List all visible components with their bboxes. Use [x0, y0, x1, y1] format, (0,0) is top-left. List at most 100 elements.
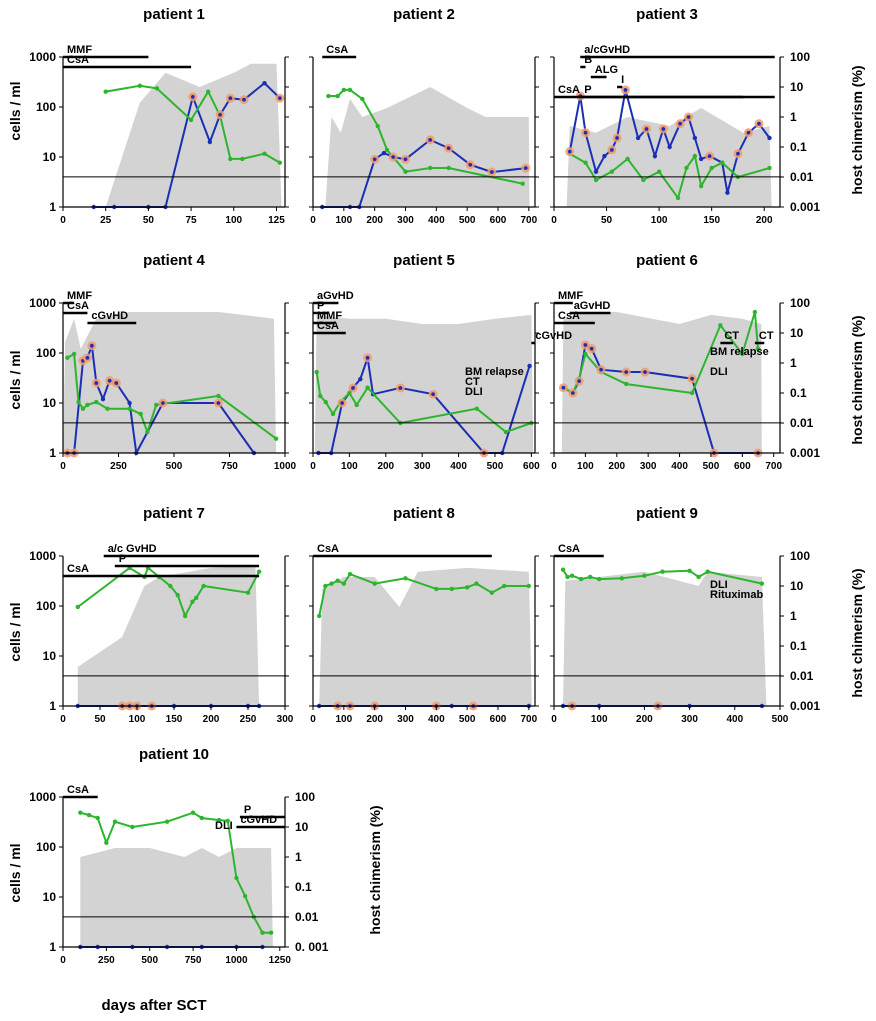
p6-xtick-label: 200: [608, 461, 625, 472]
p6-highlighted-point-center: [583, 343, 588, 347]
p6-highlighted-point-center: [589, 346, 594, 351]
p2-treatment-label: CsA: [326, 44, 348, 56]
p6-highlighted-point-center: [599, 367, 603, 372]
p3-treatment-label: CsA: [558, 84, 580, 96]
p8-xtick-label: 300: [397, 714, 414, 725]
p1-xtick-label: 25: [100, 215, 112, 226]
p6-highlighted-point-center: [571, 391, 575, 395]
p5-point-green: [503, 429, 509, 435]
p10-point-green: [78, 810, 83, 815]
p10-ytick-label-left: 100: [36, 840, 56, 854]
p6-xtick-label: 400: [671, 461, 688, 472]
p6-point-green: [740, 351, 745, 357]
p3-highlighted-point-center: [610, 148, 614, 152]
p6-point-green: [752, 309, 758, 315]
p3-xtick-label: 50: [601, 215, 613, 226]
p6-highlighted-point-center: [577, 379, 581, 383]
p1-xtick-label: 0: [60, 215, 66, 226]
p2-highlighted-point-center: [428, 138, 432, 142]
p3-point-blue: [692, 135, 698, 141]
p3-point-blue: [602, 153, 607, 159]
p4-point-green: [65, 355, 70, 360]
p3-highlighted-point-center: [567, 149, 572, 154]
p10-point-green: [86, 812, 92, 818]
p4-xtick-label: 0: [60, 461, 66, 472]
p9-point-green: [565, 574, 570, 580]
p6-point-green: [689, 390, 695, 396]
p6-treatment-label: MMF: [558, 290, 583, 302]
p6-point-green: [755, 346, 761, 351]
p7-point-green: [182, 613, 188, 619]
p3-ytick-label-right: 0.001: [790, 200, 820, 214]
p4-point-green: [216, 393, 221, 399]
p1-xtick-label: 125: [268, 215, 285, 226]
p4-point-green: [154, 402, 159, 408]
p2-highlighted-point-center: [403, 157, 408, 162]
p5-xtick-label: 100: [341, 461, 358, 472]
p5-xtick-label: 300: [414, 461, 431, 472]
p6-ytick-label-right: 100: [790, 296, 810, 310]
p3-highlighted-point-center: [583, 130, 588, 135]
p3-ytick-label-right: 100: [790, 50, 810, 64]
p3-point-blue: [725, 190, 730, 195]
p10-xtick-label: 750: [185, 955, 202, 966]
p8-point-green: [501, 583, 507, 589]
p1-chimerism-area: [105, 63, 282, 208]
p10-ytick-label-right: 0.1: [295, 880, 312, 894]
p10-event-label: DLI: [215, 820, 233, 832]
p2-point-green: [341, 87, 347, 93]
p3-highlighted-point-center: [707, 154, 712, 158]
p5-xtick-label: 400: [450, 461, 467, 472]
p3-point-green: [675, 195, 681, 201]
p6-xtick-label: 100: [577, 461, 594, 472]
p8-xtick-label: 400: [428, 714, 445, 725]
p5-treatment-label: P: [317, 300, 324, 312]
p2-point-green: [403, 169, 408, 174]
p6-highlighted-point-center: [624, 370, 628, 374]
p3-treatment-label: a/cGvHD: [584, 44, 630, 56]
p9-ytick-label-right: 100: [790, 549, 810, 563]
p3-point-green: [684, 165, 689, 171]
p5-point-green: [330, 411, 336, 417]
p6-xtick-label: 700: [765, 461, 782, 472]
p1-point-green: [137, 83, 143, 88]
p9-point-green: [560, 567, 566, 572]
p6-xtick-label: 300: [640, 461, 657, 472]
p10-ytick-label-left: 1000: [29, 790, 56, 804]
p2-point-green: [335, 93, 340, 99]
p10-point-green: [199, 815, 204, 821]
p6-highlighted-point-center: [690, 376, 694, 381]
p5-highlighted-point-center: [340, 401, 344, 405]
p5-event-label: DLI: [465, 386, 483, 398]
p2-point-green: [384, 147, 390, 153]
p8-point-green: [489, 590, 495, 595]
p10-ytick-label-right: 100: [295, 790, 315, 804]
p1-highlighted-point-center: [218, 112, 222, 117]
p5-point-green: [474, 406, 479, 411]
ylabel-right-row4: host chimerism (%): [367, 805, 383, 934]
p2-point-green: [520, 181, 525, 186]
p2-point-green: [326, 93, 331, 99]
p8-point-green: [316, 613, 322, 619]
p3-point-blue: [593, 169, 599, 174]
p10-chimerism-area: [80, 848, 273, 947]
p1-point-green: [228, 156, 233, 162]
p2-xtick-label: 300: [397, 215, 414, 226]
p4-point-green: [127, 406, 132, 411]
p1-point-blue: [207, 139, 213, 145]
p2-point-green: [360, 96, 365, 102]
p4-point-green: [145, 429, 150, 435]
p5-treatment-label: aGvHD: [317, 290, 354, 302]
p5-chimerism-area: [314, 314, 534, 453]
p3-point-blue: [667, 144, 672, 150]
p3-treatment-label: ALG: [595, 64, 618, 76]
p10-ytick-label-right: 10: [295, 820, 309, 834]
p7-point-green: [168, 583, 173, 589]
p3-xtick-label: 150: [703, 215, 720, 226]
p4-highlighted-point-center: [114, 381, 119, 385]
p3-highlighted-point-center: [746, 130, 751, 135]
p3-highlighted-point-center: [615, 136, 619, 140]
p9-title: patient 9: [636, 505, 698, 522]
p7-chimerism-area: [77, 565, 260, 706]
